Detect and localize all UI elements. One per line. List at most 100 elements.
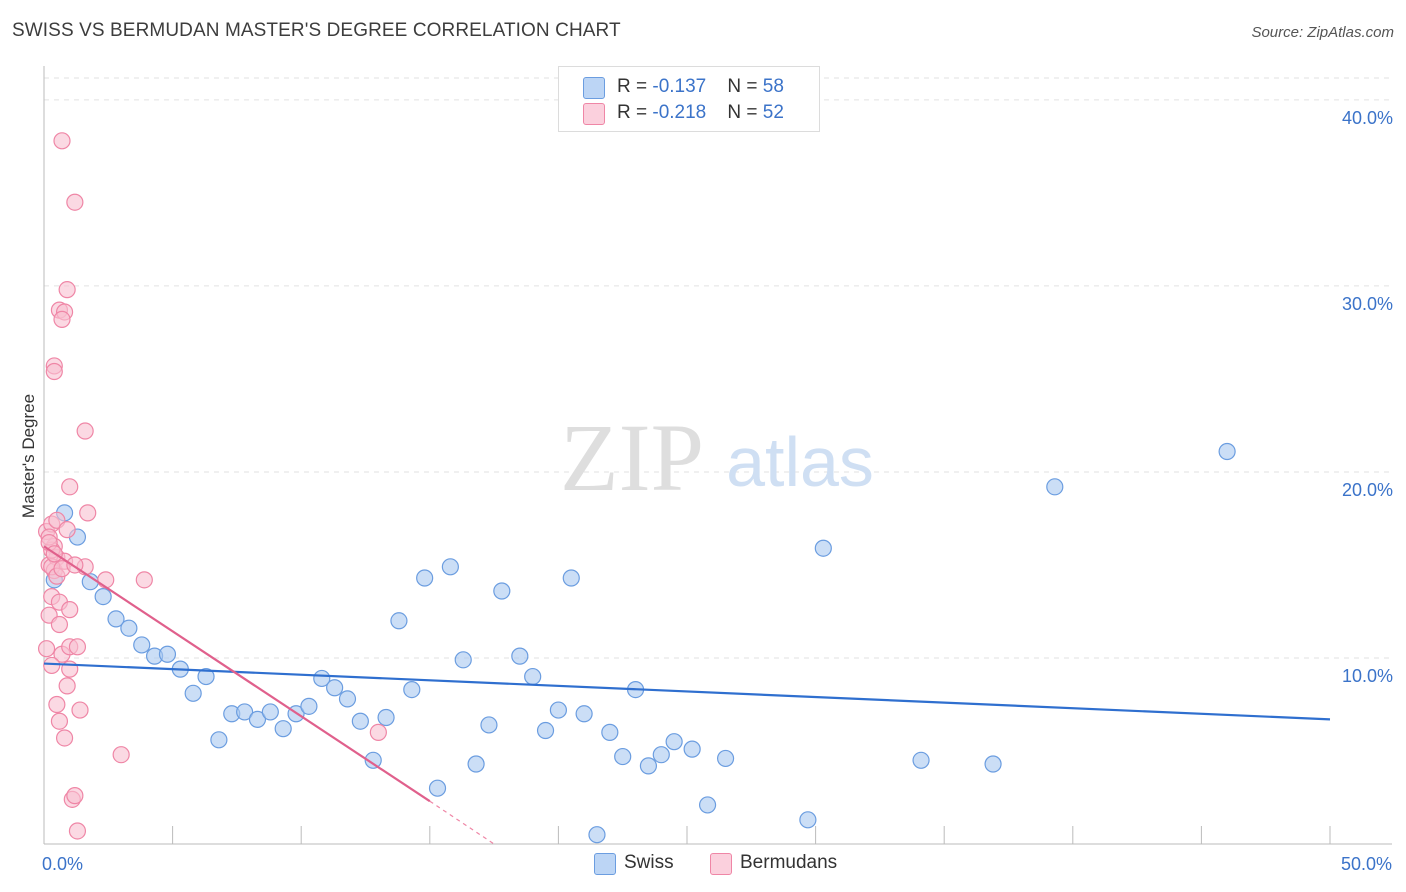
swiss-point (601, 723, 619, 741)
swiss-point (683, 740, 701, 758)
bermudans-trend-extension (429, 800, 495, 845)
legend-n-label: N = (727, 102, 763, 123)
swiss-swatch (594, 853, 616, 875)
bermudans-point (61, 478, 79, 496)
legend-r-label: R = (617, 76, 653, 97)
swiss-point (716, 749, 735, 768)
bermudans-point (58, 677, 76, 695)
swiss-point (984, 755, 1002, 773)
bermudans-point (45, 362, 63, 381)
watermark: ZIP atlas (560, 404, 874, 511)
chart-title: SWISS VS BERMUDAN MASTER'S DEGREE CORREL… (12, 20, 621, 41)
swiss-swatch (583, 77, 605, 99)
bermudans-point (61, 601, 79, 619)
swiss-point (524, 667, 542, 686)
swiss-point (274, 720, 292, 738)
swiss-point (338, 690, 357, 708)
bermudans-point (50, 615, 69, 634)
swiss-point (364, 751, 382, 769)
bermudans-point (58, 281, 76, 299)
bermudans-point (53, 132, 71, 150)
swiss-point (562, 569, 580, 587)
swiss-point (377, 708, 395, 727)
swiss-point (467, 755, 485, 773)
swiss-point (639, 757, 658, 775)
swiss-point (197, 667, 215, 686)
legend-n-value-bermudans: 52 (762, 102, 784, 123)
swiss-point (248, 710, 267, 728)
swiss-point (390, 612, 408, 630)
swiss-point (652, 746, 670, 764)
swiss-point (536, 721, 555, 740)
source-credit: Source: ZipAtlas.com (1251, 24, 1394, 41)
bermudans-point (58, 521, 76, 539)
bermudans-point (135, 571, 153, 589)
bermudans-point (68, 638, 87, 656)
swiss-point (1046, 478, 1064, 496)
swiss-point (403, 680, 421, 699)
swiss-point (549, 701, 568, 719)
swiss-point (698, 796, 717, 814)
bermudans-point (68, 822, 87, 840)
correlation-legend: R = -0.137 N = 58 R = -0.218 N = 52 (558, 66, 820, 132)
swiss-point (261, 703, 279, 721)
swiss-point (210, 731, 228, 749)
bermudans-trend-line (43, 545, 431, 803)
swiss-point (133, 636, 151, 654)
swiss-point (416, 569, 434, 587)
y-axis-label: Master's Degree (19, 394, 38, 518)
watermark-atlas: atlas (726, 423, 874, 501)
swiss-point (441, 558, 459, 576)
bermudans-point (369, 723, 387, 741)
swiss-point (184, 684, 202, 702)
axes: 10.0% 20.0% 30.0% 40.0% 0.0% 50.0% (42, 66, 1393, 874)
swiss-point (120, 619, 138, 637)
x-tick-label: 0.0% (42, 854, 83, 874)
swiss-point (107, 610, 125, 628)
swiss-point (351, 712, 369, 730)
x-tick-label: 50.0% (1341, 854, 1392, 874)
swiss-trend-line (43, 662, 1331, 721)
bermudans-point (66, 787, 84, 805)
legend-r-label: R = (617, 102, 653, 123)
bermudans-point (55, 729, 74, 747)
bermudans-point (37, 640, 56, 658)
bermudans-point (97, 571, 115, 589)
bermudans-point (50, 712, 69, 730)
legend-label-bermudans: Bermudans (740, 852, 838, 873)
swiss-point (588, 826, 606, 844)
legend-n-label: N = (727, 76, 763, 97)
y-tick-label: 40.0% (1342, 108, 1393, 128)
legend-r-value-bermudans: -0.218 (652, 102, 707, 123)
bermudans-point (66, 193, 84, 211)
bermudans-point (79, 504, 97, 522)
bermudans-point (43, 656, 61, 675)
bermudans-point (76, 422, 94, 440)
trend-lines (43, 545, 1331, 845)
legend-label-swiss: Swiss (624, 852, 674, 873)
swiss-point (614, 747, 632, 766)
swiss-point (511, 647, 529, 665)
bermudans-point (53, 310, 71, 329)
legend-r-value-swiss: -0.137 (652, 76, 707, 97)
bermudans-point (71, 701, 89, 719)
swiss-point (493, 582, 511, 600)
bermudans-point (48, 695, 66, 714)
swiss-point (300, 697, 318, 715)
y-tick-label: 20.0% (1342, 480, 1393, 500)
swiss-point (799, 811, 817, 829)
legend-n-value-swiss: 58 (762, 76, 784, 97)
swiss-point (912, 751, 930, 769)
bermudans-swatch (583, 103, 605, 125)
swiss-point (158, 645, 177, 663)
swiss-point (665, 733, 683, 751)
swiss-point (575, 705, 593, 723)
swiss-point (1218, 442, 1236, 461)
swiss-point (236, 703, 254, 721)
swiss-point (428, 779, 447, 797)
gridlines (44, 77, 1392, 659)
watermark-zip: ZIP (560, 404, 704, 511)
bermudans-point (112, 746, 130, 764)
data-points (37, 132, 1236, 844)
